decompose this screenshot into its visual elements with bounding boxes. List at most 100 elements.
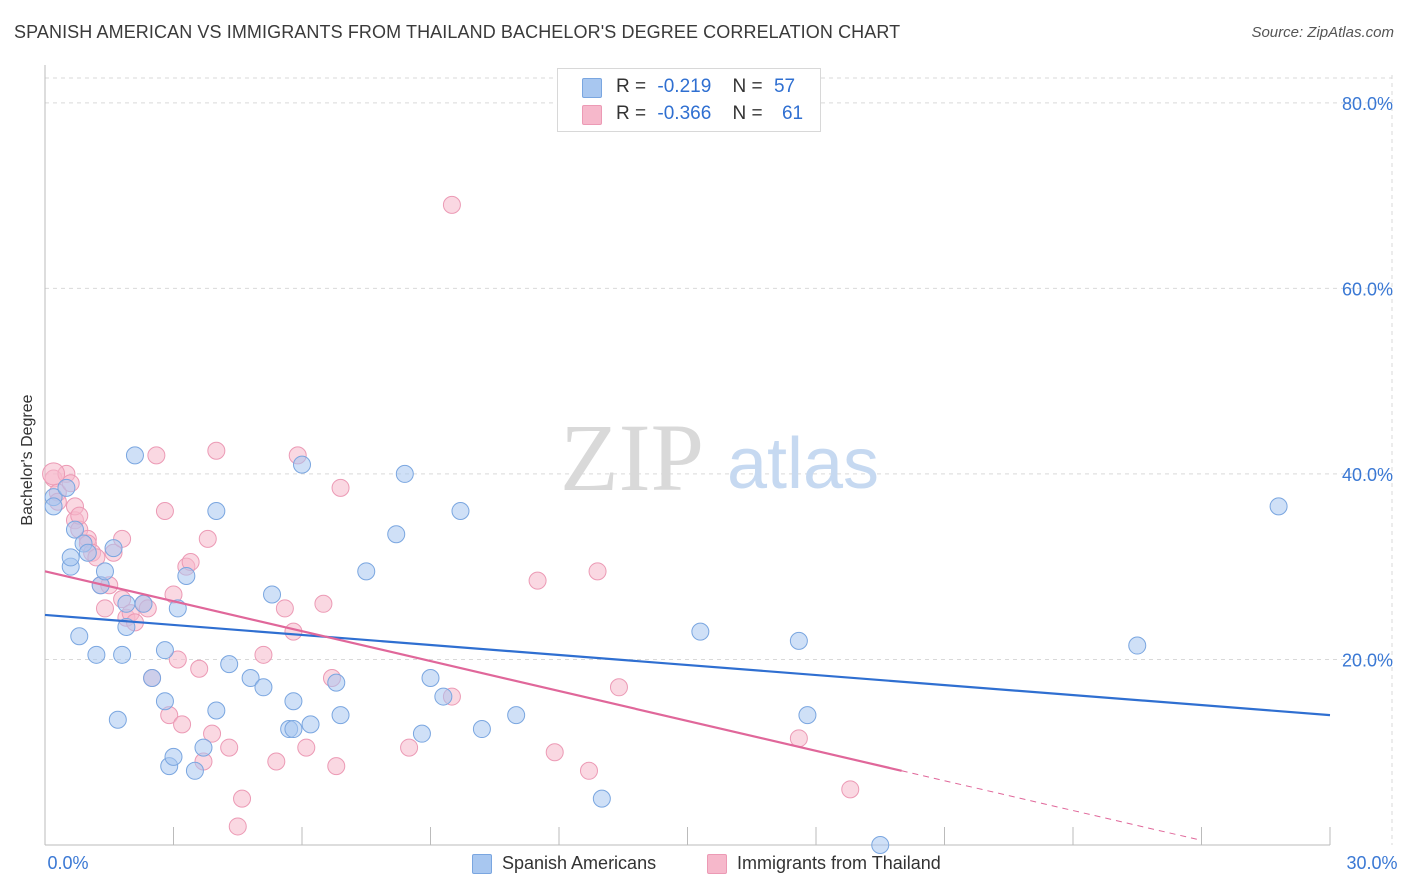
data-point (173, 715, 192, 734)
legend-swatch-blue (472, 854, 492, 874)
data-point (592, 789, 611, 808)
data-point (207, 701, 226, 720)
data-point (357, 562, 376, 581)
watermark-atlas: atlas (727, 424, 879, 504)
stats-legend: R = -0.219 N = 57 R = -0.366 N = 61 (557, 68, 821, 132)
data-point (155, 692, 174, 711)
data-point (233, 789, 252, 808)
y-tick-label: 60.0% (1342, 279, 1393, 299)
data-point (61, 548, 80, 567)
data-point (207, 502, 226, 521)
r-value: -0.219 (657, 76, 712, 97)
data-point (87, 645, 106, 664)
r-label: R = (616, 76, 647, 97)
data-point (609, 678, 628, 697)
data-point (400, 738, 419, 757)
data-point (1269, 497, 1288, 516)
data-point (117, 617, 136, 636)
legend-label: Immigrants from Thailand (737, 853, 941, 873)
data-point (507, 706, 526, 725)
data-point (228, 817, 247, 836)
data-point (241, 669, 260, 688)
data-point (327, 757, 346, 776)
data-point (579, 761, 598, 780)
data-point (207, 441, 226, 460)
data-point (95, 599, 114, 618)
trend-line-thailand (44, 570, 902, 772)
data-point (190, 659, 209, 678)
legend-label: Spanish Americans (502, 853, 657, 873)
data-point (297, 738, 316, 757)
data-point (545, 743, 564, 762)
data-point (57, 478, 76, 497)
data-point (108, 710, 127, 729)
data-point (117, 594, 136, 613)
n-label: N = (732, 76, 763, 97)
trend-line-spanish (44, 613, 1331, 717)
data-point (185, 761, 204, 780)
data-point (588, 562, 607, 581)
data-point (871, 836, 890, 854)
data-point (327, 673, 346, 692)
data-point (155, 502, 174, 521)
data-point (395, 464, 414, 483)
watermark-zip: ZIP (560, 404, 704, 511)
data-point (78, 543, 97, 562)
legend-swatch-pink (582, 105, 602, 125)
data-point (44, 497, 63, 516)
data-point (275, 599, 294, 618)
data-point (164, 747, 183, 766)
data-point (789, 631, 808, 650)
data-point (691, 622, 710, 641)
chart-title: SPANISH AMERICAN VS IMMIGRANTS FROM THAI… (14, 22, 901, 42)
r-value: -0.366 (657, 103, 712, 124)
trend-line-thailand-extrapolated (901, 770, 1202, 841)
data-point (194, 738, 213, 757)
data-point (220, 655, 239, 674)
data-point (331, 478, 350, 497)
watermark: ZIP atlas (560, 404, 879, 511)
data-point (70, 627, 89, 646)
data-point (798, 706, 817, 725)
y-tick-labels: 20.0% 40.0% 60.0% 80.0% (1342, 94, 1393, 671)
data-point (65, 520, 84, 539)
data-point (331, 706, 350, 725)
data-point (177, 566, 196, 585)
source-label: Source: ZipAtlas.com (1251, 24, 1394, 41)
data-point (528, 571, 547, 590)
data-point (301, 715, 320, 734)
grid-lines (45, 75, 1393, 845)
n-value: 57 (773, 76, 796, 97)
data-point (314, 594, 333, 613)
trend-lines (44, 570, 1331, 841)
data-point (95, 562, 114, 581)
data-point (143, 669, 162, 688)
axes (44, 65, 1331, 846)
data-point (1128, 636, 1147, 655)
series-legend: Spanish Americans Immigrants from Thaila… (0, 853, 1406, 877)
y-tick-label: 40.0% (1342, 465, 1393, 485)
data-point (147, 446, 166, 465)
data-point (789, 729, 808, 748)
data-point (155, 641, 174, 660)
data-point (203, 724, 222, 743)
data-point (412, 724, 431, 743)
data-point (434, 687, 453, 706)
data-point (220, 738, 239, 757)
legend-swatch-blue (582, 78, 602, 98)
data-point (442, 195, 461, 214)
legend-swatch-pink (707, 854, 727, 874)
n-value: 61 (781, 103, 804, 124)
data-point (387, 525, 406, 544)
data-point (284, 692, 303, 711)
data-point (293, 455, 311, 474)
data-point (125, 446, 144, 465)
data-point (284, 720, 303, 739)
data-point (451, 502, 470, 521)
data-point (254, 645, 273, 664)
data-point (841, 780, 860, 799)
x-tick-label-max: 30.0% (1346, 853, 1397, 873)
data-point (113, 645, 132, 664)
series-thailand-points (42, 195, 860, 836)
